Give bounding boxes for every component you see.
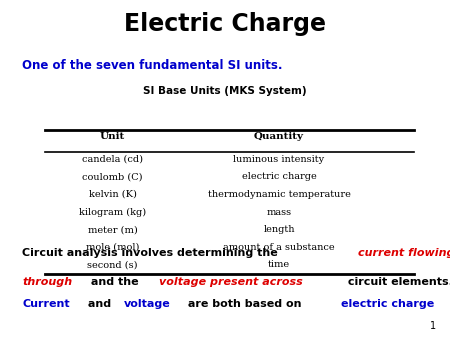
Text: are both based on: are both based on: [184, 299, 306, 309]
Text: Unit: Unit: [100, 132, 125, 141]
Text: coulomb (C): coulomb (C): [82, 172, 143, 182]
Text: kelvin (K): kelvin (K): [89, 190, 136, 199]
Text: and: and: [84, 299, 115, 309]
Text: luminous intensity: luminous intensity: [234, 155, 324, 164]
Text: Circuit analysis involves determining the: Circuit analysis involves determining th…: [22, 248, 282, 259]
Text: voltage: voltage: [124, 299, 171, 309]
Text: and the: and the: [87, 277, 143, 287]
Text: voltage present across: voltage present across: [159, 277, 302, 287]
Text: mass: mass: [266, 208, 292, 217]
Text: Electric Charge: Electric Charge: [124, 12, 326, 36]
Text: 1: 1: [430, 321, 436, 331]
Text: meter (m): meter (m): [88, 225, 137, 234]
Text: current flowing: current flowing: [357, 248, 450, 259]
Text: second (s): second (s): [87, 260, 138, 269]
Text: thermodynamic temperature: thermodynamic temperature: [207, 190, 351, 199]
Text: circuit elements.: circuit elements.: [344, 277, 450, 287]
Text: electric charge: electric charge: [242, 172, 316, 182]
Text: SI Base Units (MKS System): SI Base Units (MKS System): [143, 86, 307, 96]
Text: through: through: [22, 277, 72, 287]
Text: time: time: [268, 260, 290, 269]
Text: Quantity: Quantity: [254, 132, 304, 141]
Text: Current: Current: [22, 299, 70, 309]
Text: amount of a substance: amount of a substance: [223, 243, 335, 252]
Text: kilogram (kg): kilogram (kg): [79, 208, 146, 217]
Text: candela (cd): candela (cd): [82, 155, 143, 164]
Text: mole (mol): mole (mol): [86, 243, 139, 252]
Text: electric charge: electric charge: [341, 299, 434, 309]
Text: length: length: [263, 225, 295, 234]
Text: One of the seven fundamental SI units.: One of the seven fundamental SI units.: [22, 59, 283, 72]
